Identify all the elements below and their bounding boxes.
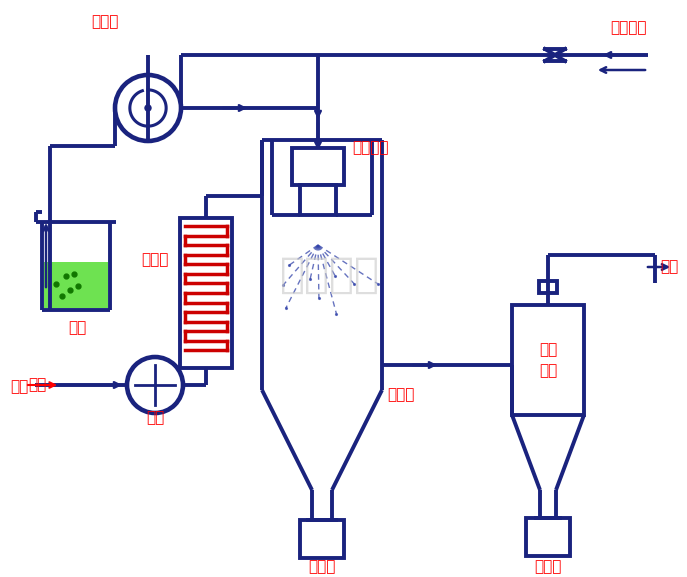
Text: 原料: 原料 [68,320,86,335]
Bar [300,520,344,558]
Bar [292,148,344,185]
Text: 雾化喷头: 雾化喷头 [352,141,389,155]
Bar [300,185,336,215]
Text: 尾气: 尾气 [660,260,678,275]
Text: 旋风
分离: 旋风 分离 [539,342,557,378]
Text: 空气: 空气 [10,380,28,395]
Text: 压缩空气: 压缩空气 [610,21,646,36]
Bar [539,281,557,293]
Text: 收料瓶: 收料瓶 [534,560,562,575]
Bar [526,518,570,556]
Bar [512,305,584,415]
Text: 进料泵: 进料泵 [91,14,119,29]
Bar [180,218,232,368]
Text: 上海欧蒙: 上海欧蒙 [280,254,380,296]
Text: 风机: 风机 [146,410,164,425]
Text: 收料瓶: 收料瓶 [308,560,336,575]
Circle shape [145,105,151,111]
Text: 干燥瓶: 干燥瓶 [387,388,414,403]
Polygon shape [44,262,108,308]
Text: 加热器: 加热器 [142,253,169,268]
Text: 空气: 空气 [28,377,46,392]
